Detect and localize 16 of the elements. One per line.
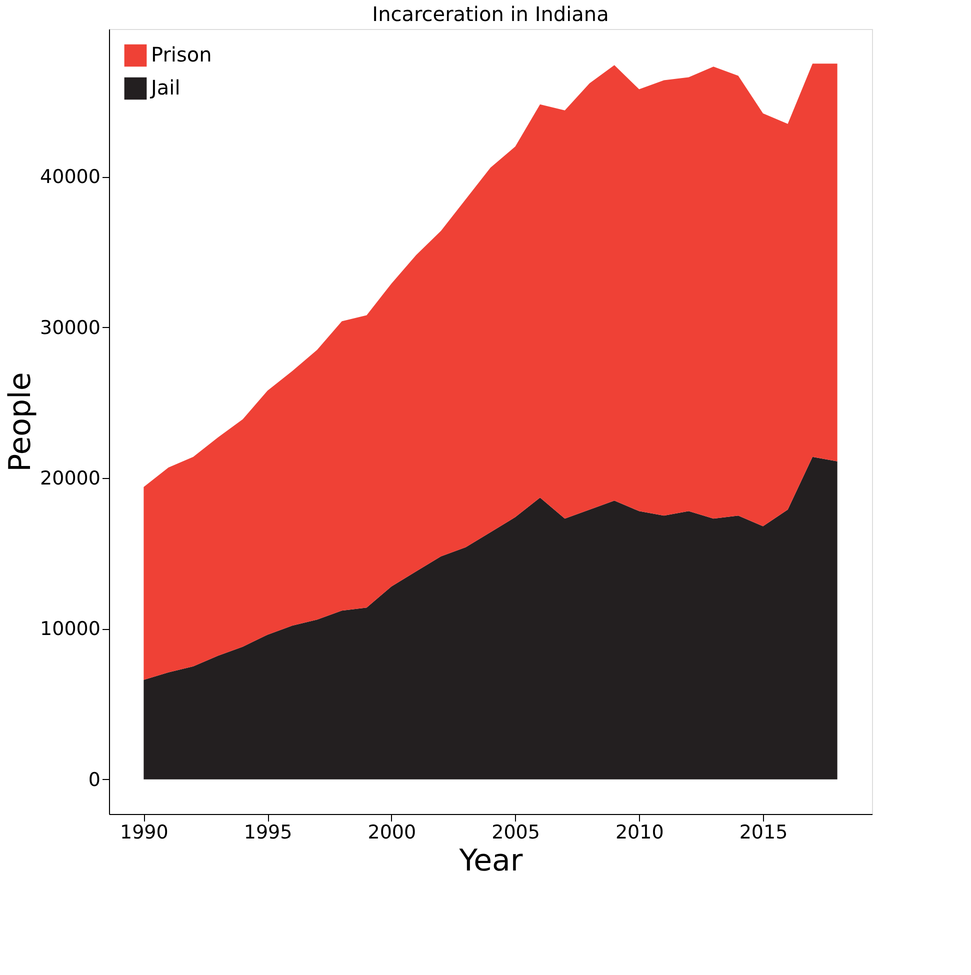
chart-title: Incarceration in Indiana (372, 2, 609, 26)
x-tick-label: 1995 (244, 822, 292, 844)
y-tick-label: 40000 (40, 166, 100, 188)
y-tick-label: 10000 (40, 618, 100, 640)
x-tick-label: 2010 (615, 822, 664, 844)
x-tick-label: 2000 (368, 822, 416, 844)
y-tick-label: 0 (88, 768, 100, 791)
x-tick-label: 2005 (492, 822, 540, 844)
y-tick-label: 20000 (40, 468, 100, 490)
y-axis-title: People (3, 372, 38, 472)
y-tick-label: 30000 (40, 316, 100, 339)
x-axis-title: Year (458, 844, 524, 878)
legend-label: Prison (151, 42, 212, 66)
legend-label: Jail (149, 76, 180, 100)
x-tick-label: 1990 (120, 822, 168, 844)
x-tick-label: 2015 (739, 822, 788, 844)
